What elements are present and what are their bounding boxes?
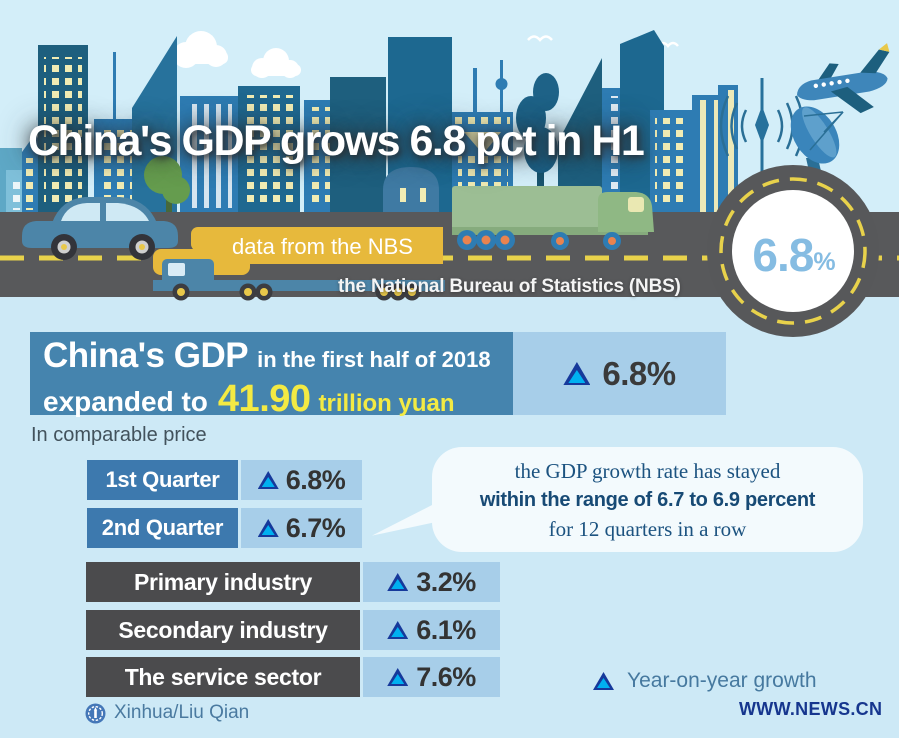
up-triangle-icon	[387, 668, 409, 686]
up-triangle-icon	[593, 672, 614, 690]
quarter-row: 1st Quarter 6.8%	[87, 460, 362, 500]
callout-tail	[372, 503, 436, 536]
truck-banner-label: data from the NBS	[232, 234, 413, 259]
legend: Year-on-year growth	[593, 669, 817, 693]
callout-line2: within the range of 6.7 to 6.9 percent	[479, 489, 816, 511]
industry-percent: 7.6%	[416, 661, 476, 692]
airplane-icon	[797, 43, 890, 114]
industry-label: Secondary industry	[86, 610, 360, 650]
up-triangle-icon	[387, 621, 409, 639]
xinhua-logo-icon	[85, 703, 106, 723]
gdp-range-callout: the GDP growth rate has stayed within th…	[372, 447, 863, 552]
quarter-value-box: 6.8%	[241, 460, 362, 500]
cloud	[173, 31, 301, 78]
quarter-value-box: 6.7%	[241, 508, 362, 548]
satellite-dish-icon	[790, 106, 844, 180]
headline-value: 41.90	[217, 378, 311, 420]
headline-expanded: expanded to	[43, 386, 208, 417]
legend-label: Year-on-year growth	[627, 669, 817, 692]
quarter-label: 2nd Quarter	[87, 508, 238, 548]
industry-label: Primary industry	[86, 562, 360, 602]
circle-percent-sign: %	[813, 248, 836, 276]
industry-row: Secondary industry 6.1%	[86, 610, 500, 650]
growth-circle-value: 6.8%	[733, 228, 855, 282]
headline-box: China's GDP in the first half of 2018 exp…	[30, 332, 513, 418]
callout-line1: the GDP growth rate has stayed	[514, 459, 781, 483]
bird-icon	[527, 35, 679, 68]
page-title: China's GDP grows 6.8 pct in H1	[28, 117, 645, 165]
industry-percent: 6.1%	[416, 614, 476, 645]
industry-value-box: 3.2%	[363, 562, 500, 602]
up-triangle-icon	[257, 471, 279, 489]
up-triangle-icon	[257, 519, 279, 537]
credit-label: Xinhua/Liu Qian	[114, 702, 250, 723]
quarter-label: 1st Quarter	[87, 460, 238, 500]
credit: Xinhua/Liu Qian	[85, 702, 249, 724]
car-illustration	[22, 197, 178, 260]
industry-row: The service sector 7.6%	[86, 657, 500, 697]
radio-tower-icon	[719, 78, 805, 212]
nbs-caption: the National Bureau of Statistics (NBS)	[338, 276, 681, 297]
headline-unit: trillion yuan	[318, 390, 455, 417]
headline-brand: China's GDP	[43, 336, 249, 375]
callout-line3: for 12 quarters in a row	[548, 517, 747, 541]
industry-value-box: 6.1%	[363, 610, 500, 650]
quarter-percent: 6.8%	[285, 464, 346, 495]
quarter-row: 2nd Quarter 6.7%	[87, 508, 362, 548]
industry-value-box: 7.6%	[363, 657, 500, 697]
comparable-price-note: In comparable price	[31, 424, 207, 446]
industry-label: The service sector	[86, 657, 360, 697]
site-url: WWW.NEWS.CN	[739, 699, 883, 719]
circle-number: 6.8	[752, 229, 814, 281]
headline-growth: 6.8%	[602, 354, 676, 392]
up-triangle-icon	[387, 573, 409, 591]
sky	[0, 0, 899, 212]
industry-row: Primary industry 3.2%	[86, 562, 500, 602]
headline-growth-box: 6.8%	[513, 332, 726, 415]
green-truck-illustration	[452, 186, 654, 250]
industry-percent: 3.2%	[416, 566, 476, 597]
headline-period: in the first half of 2018	[257, 347, 491, 372]
up-triangle-icon	[563, 362, 591, 385]
quarter-percent: 6.7%	[285, 512, 346, 543]
